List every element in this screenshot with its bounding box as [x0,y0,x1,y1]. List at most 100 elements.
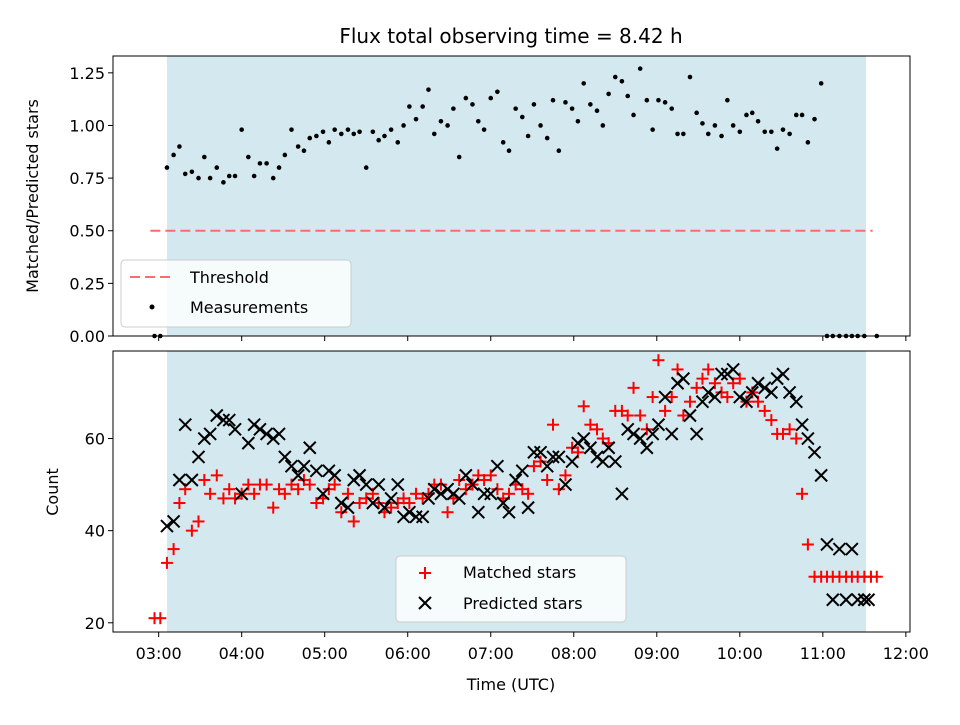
predicted-star-point [676,371,691,386]
measurement-point [700,121,705,126]
predicted-star-point [733,390,747,404]
matched-star-point [522,487,535,500]
y-tick-label: 40 [85,522,105,541]
measurement-point [295,144,301,149]
measurement-point [594,108,600,114]
predicted-star-point [845,542,859,556]
measurement-point [612,74,618,80]
measurement-point [251,173,257,179]
matched-star-point [192,515,205,528]
x-tick-label: 05:00 [302,644,348,663]
measurement-point [196,175,201,181]
predicted-star-point [726,362,740,377]
matched-star-point [577,400,590,413]
bottom-y-ticks: 20 40 60 [85,430,113,633]
x-tick-label: 09:00 [634,644,680,663]
predicted-star-point [471,505,485,519]
predicted-star-point [708,390,722,404]
bottom-panel-frame [112,350,911,633]
measurement-point [600,123,606,128]
measurement-point [320,129,326,135]
predicted-star-point [496,496,510,510]
measurement-point [413,116,419,122]
predicted-star-point [452,491,466,506]
measurement-point [495,89,500,95]
measurement-point [282,152,288,158]
predicted-star-point [583,441,598,455]
matched-star-point [434,478,447,491]
measurement-point [538,123,543,128]
matched-star-point [229,492,242,505]
predicted-star-point [540,459,554,473]
matched-star-point [552,483,565,496]
measurement-point [326,140,332,145]
predicted-star-point [701,385,715,400]
predicted-star-point [272,427,286,441]
measurement-point [619,78,625,84]
predicted-star-point [459,468,473,483]
measurement-point [575,118,581,124]
legend-predicted-swatch [418,596,432,610]
matched-star-point [292,483,305,496]
x-tick-label: 03:00 [136,644,182,663]
predicted-star-point [284,459,299,473]
legend-matched-swatch [419,567,431,579]
y-tick-label: 60 [85,430,105,449]
measurement-point [531,102,537,107]
measurement-point [264,161,269,166]
measurement-point [314,133,319,139]
matched-star-point [242,478,255,491]
top-legend: Threshold Measurements [120,259,352,328]
measurement-point [270,175,276,181]
measurement-point [606,91,611,97]
y-tick-label: 0.75 [69,169,105,188]
measurement-point [755,118,761,124]
measurement-point [481,127,487,132]
predicted-star-point [626,427,641,441]
bottom-legend-box [395,555,627,623]
measurement-point [744,112,749,118]
predicted-star-point [259,427,274,441]
predicted-star-point [751,376,765,390]
predicted-star-point [253,422,267,437]
predicted-star-point [309,464,324,478]
predicted-star-point [359,477,373,492]
predicted-star-point [615,487,629,501]
x-tick-label: 08:00 [551,644,597,663]
matched-star-point [721,391,734,404]
top-y-axis-label: Matched/Predicted stars [23,99,42,293]
bottom-y-axis-label: Count [43,468,62,516]
legend-threshold-label: Threshold [189,268,269,287]
predicted-star-point [377,500,392,515]
predicted-star-point [178,417,192,432]
x-tick-label: 04:00 [219,644,265,663]
measurement-point [388,127,394,132]
measurement-point [357,129,362,135]
matched-star-point [783,423,796,436]
predicted-star-point [421,491,436,506]
measurement-point [637,66,643,71]
measurement-point [681,131,686,137]
matched-star-point [690,381,703,394]
predicted-star-point [515,464,529,478]
predicted-star-point [764,385,779,400]
measurement-point [420,104,425,109]
matched-star-point [310,497,323,510]
predicted-star-point [341,500,355,515]
predicted-star-point [434,487,448,501]
predicted-star-point [327,468,342,483]
measurement-point [351,131,357,137]
predicted-star-point [391,477,405,492]
matched-star-point [665,391,678,404]
x-tick-label: 11:00 [800,644,846,663]
measurement-point [426,87,431,92]
matched-star-point [267,501,280,514]
matched-star-point [708,377,721,390]
predicted-star-point [608,454,622,469]
top-panel: 0.00 0.25 0.50 0.75 1.00 1.25 Matched/Predict… [23,55,911,346]
measurement-point [488,95,494,101]
matched-star-point [541,473,554,486]
predicted-star-points [160,362,876,607]
predicted-star-point [826,593,840,607]
